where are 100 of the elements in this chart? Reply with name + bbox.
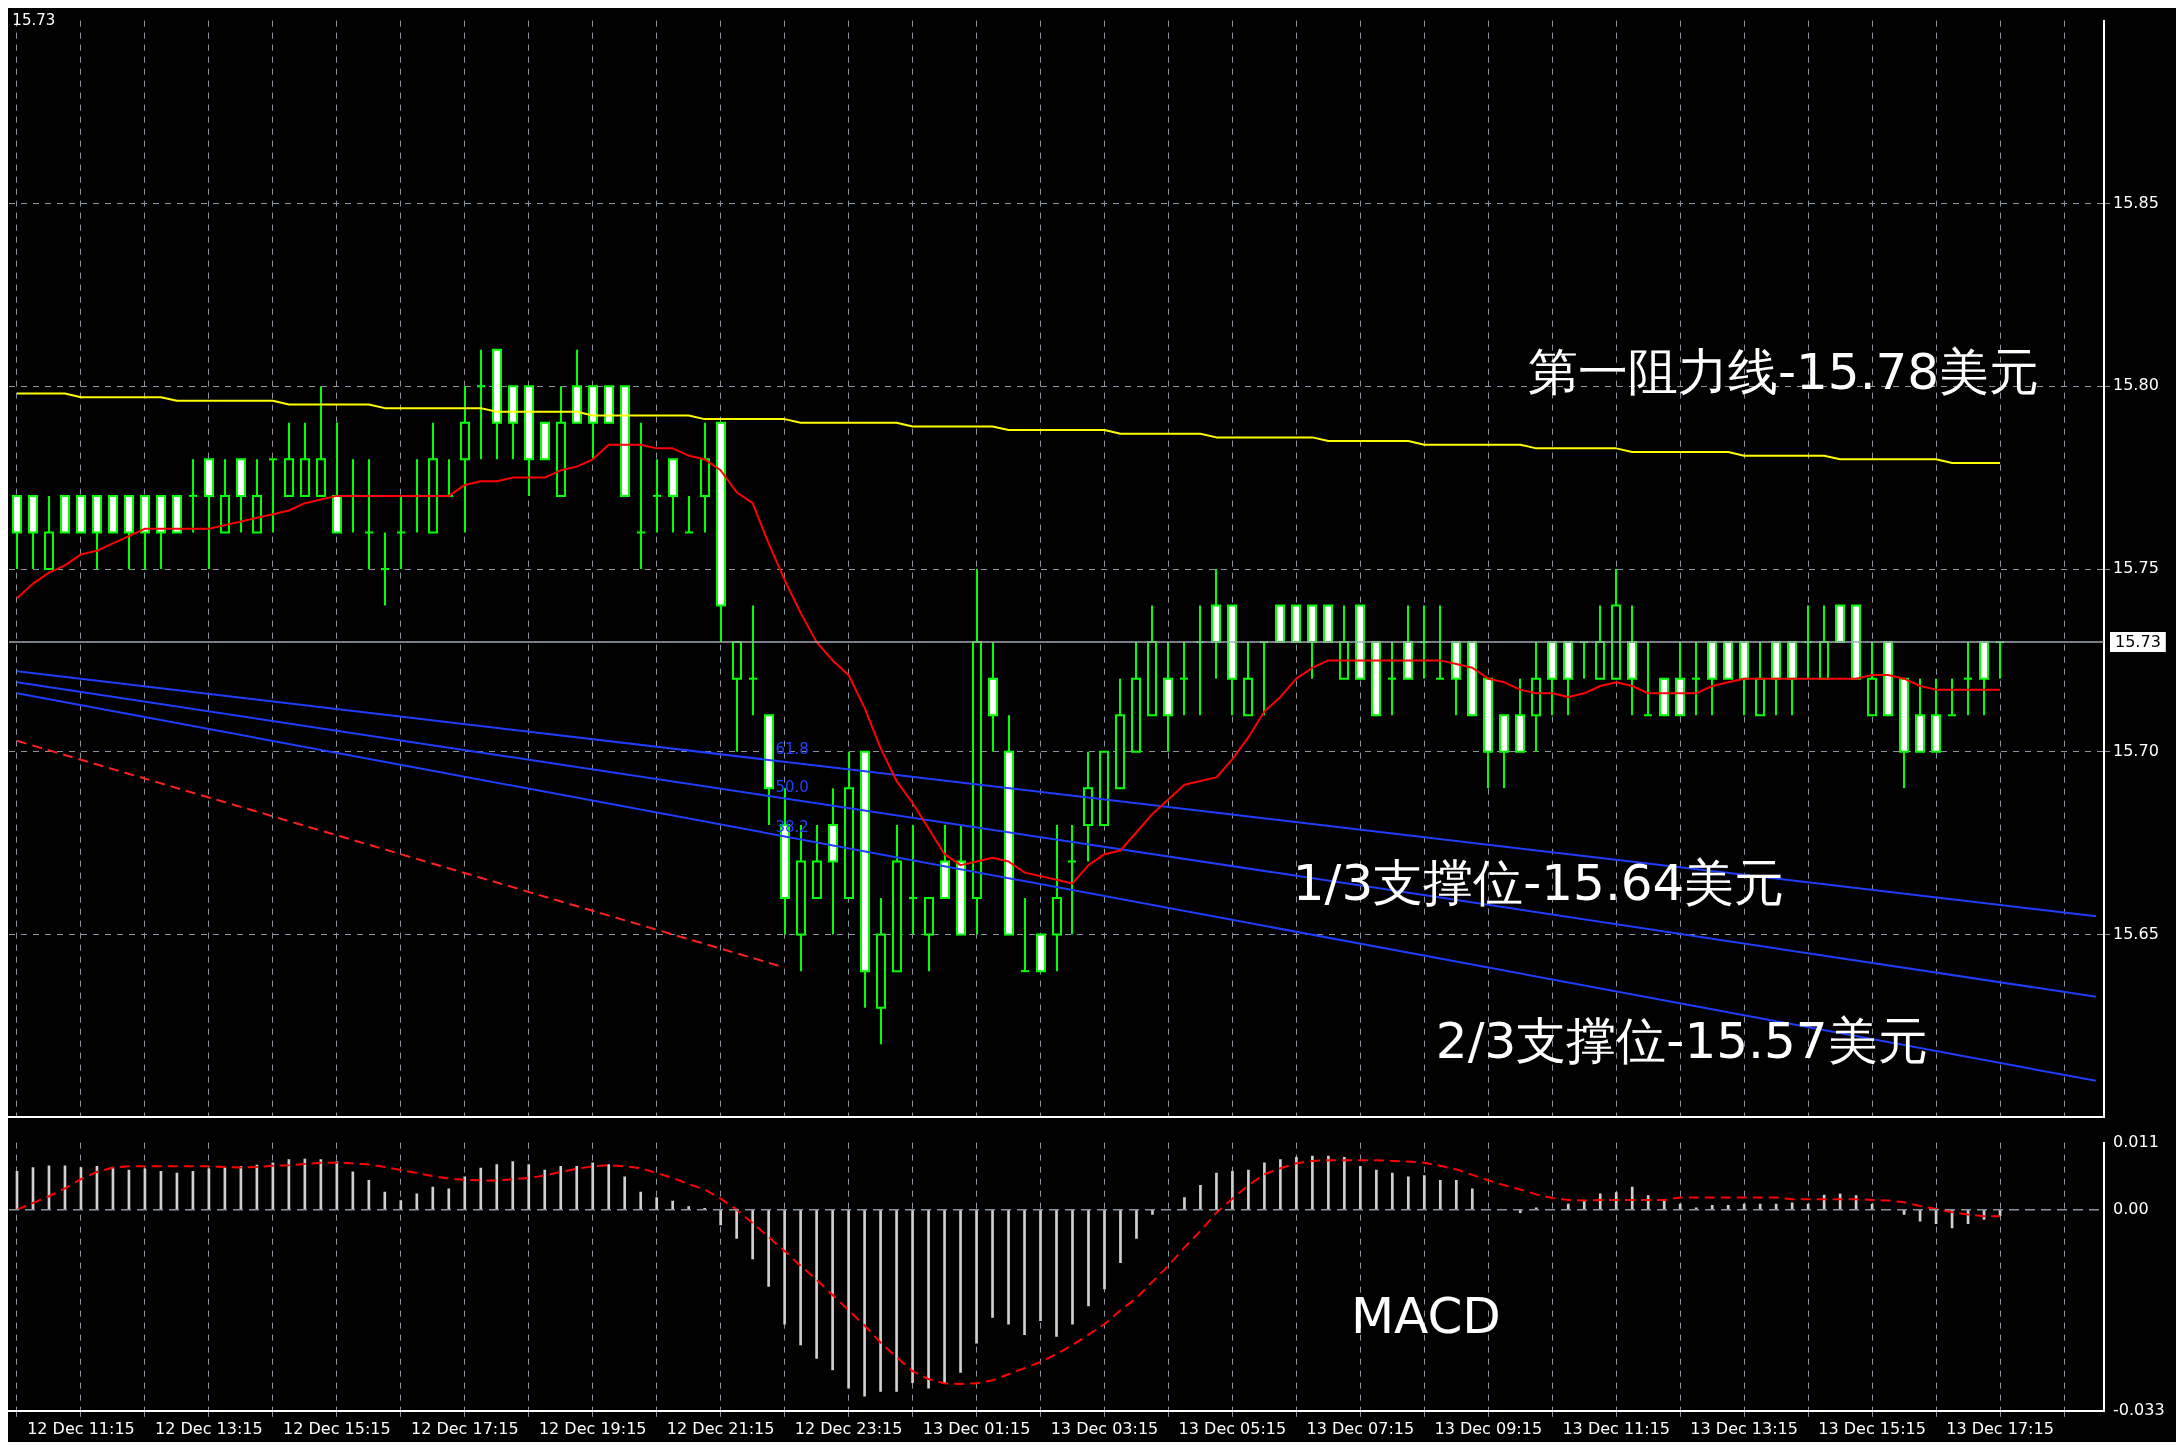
- bar: [383, 1191, 387, 1210]
- bar: [1327, 1155, 1330, 1210]
- bar: [815, 1209, 818, 1359]
- bar: [895, 1209, 898, 1392]
- bar: [1247, 1169, 1250, 1210]
- bar: [495, 1164, 499, 1210]
- bar: [1183, 1197, 1186, 1210]
- candlestick: [1179, 641, 1189, 717]
- bar: [575, 1166, 579, 1210]
- y-tick-label: -0.033: [2113, 1399, 2165, 1419]
- candlestick: [1947, 677, 1957, 717]
- bar: [863, 1209, 866, 1397]
- bar: [751, 1209, 754, 1260]
- candlestick: [268, 458, 278, 534]
- bar: [1295, 1156, 1298, 1210]
- candlestick: [188, 458, 198, 534]
- bar: [959, 1209, 962, 1373]
- bar: [831, 1209, 834, 1371]
- bar: [1055, 1209, 1058, 1337]
- bar: [543, 1169, 547, 1210]
- y-tick-label: 15.75: [2113, 558, 2159, 578]
- bar: [1422, 1175, 1426, 1210]
- bar: [591, 1162, 595, 1210]
- x-tick-label: 13 Dec 07:15: [1306, 1418, 1415, 1438]
- bar: [463, 1176, 467, 1210]
- bar: [1135, 1209, 1138, 1239]
- bar: [623, 1176, 627, 1210]
- candlestick: [1435, 604, 1445, 680]
- candlestick: [1643, 641, 1653, 717]
- candlestick: [1020, 897, 1030, 973]
- bar: [1007, 1209, 1010, 1325]
- bar: [719, 1209, 722, 1226]
- bar: [511, 1161, 515, 1210]
- bar: [847, 1209, 850, 1389]
- candlestick: [652, 458, 662, 534]
- candlestick: [476, 348, 486, 461]
- y-tick-label: 15.70: [2113, 740, 2159, 760]
- bar: [799, 1209, 802, 1346]
- bar: [607, 1164, 611, 1210]
- x-tick-label: 13 Dec 09:15: [1434, 1418, 1543, 1438]
- candlestick: [908, 823, 918, 936]
- bar: [879, 1209, 882, 1392]
- x-tick-label: 12 Dec 19:15: [538, 1418, 647, 1438]
- annotation: 50.0: [775, 777, 809, 796]
- x-tick-label: 12 Dec 23:15: [794, 1418, 903, 1438]
- bar: [911, 1209, 914, 1384]
- bar: [639, 1191, 643, 1210]
- bar: [975, 1209, 978, 1344]
- bar: [1391, 1172, 1394, 1210]
- bar: [1039, 1209, 1042, 1321]
- bar: [399, 1200, 403, 1210]
- bar: [1023, 1209, 1026, 1335]
- x-tick-label: 12 Dec 11:15: [27, 1418, 135, 1438]
- bar: [671, 1200, 675, 1210]
- candlestick: [1691, 641, 1701, 717]
- bar: [1470, 1188, 1474, 1210]
- x-tick-label: 12 Dec 21:15: [666, 1418, 775, 1438]
- candlestick: [396, 494, 406, 570]
- x-tick-label: 13 Dec 11:15: [1562, 1418, 1671, 1438]
- bar: [1263, 1162, 1266, 1210]
- bar: [447, 1188, 451, 1210]
- bar: [431, 1186, 435, 1210]
- candlestick: [364, 458, 374, 570]
- y-tick-label: 0.00: [2113, 1198, 2149, 1218]
- x-tick-label: 13 Dec 01:15: [922, 1418, 1031, 1438]
- candlestick: [748, 604, 758, 717]
- x-tick-label: 13 Dec 03:15: [1050, 1418, 1159, 1438]
- bar: [1119, 1209, 1122, 1264]
- bar: [367, 1180, 371, 1210]
- x-tick-label: 13 Dec 13:15: [1690, 1418, 1798, 1438]
- bar: [1311, 1155, 1314, 1210]
- bar: [1071, 1209, 1074, 1325]
- bar: [783, 1209, 786, 1325]
- bar: [943, 1209, 946, 1384]
- bar: [767, 1209, 770, 1287]
- bar: [655, 1197, 659, 1210]
- y-tick-label: 15.85: [2113, 192, 2159, 212]
- bar: [1343, 1156, 1346, 1210]
- annotation: 第一阻力线-15.78美元: [1528, 343, 2040, 401]
- candlestick: [636, 421, 646, 570]
- x-tick-label: 13 Dec 15:15: [1818, 1418, 1926, 1438]
- bar: [1375, 1169, 1378, 1210]
- bar: [1438, 1180, 1442, 1210]
- bar: [415, 1193, 419, 1210]
- bar: [991, 1209, 994, 1318]
- candlestick: [380, 531, 390, 607]
- annotation: 61.8: [775, 739, 809, 758]
- bar: [479, 1167, 483, 1210]
- bar: [1215, 1172, 1218, 1210]
- y-tick-label: 15.80: [2113, 375, 2159, 395]
- bar: [1199, 1184, 1202, 1210]
- bar: [527, 1164, 531, 1210]
- bar: [735, 1209, 738, 1239]
- x-tick-label: 12 Dec 15:15: [283, 1418, 391, 1438]
- candlestick: [1963, 641, 1973, 717]
- bar: [1087, 1209, 1090, 1307]
- bar: [1231, 1170, 1234, 1210]
- annotation: MACD: [1350, 1287, 1501, 1346]
- x-tick-label: 13 Dec 05:15: [1178, 1418, 1287, 1438]
- candlestick: [1387, 641, 1397, 717]
